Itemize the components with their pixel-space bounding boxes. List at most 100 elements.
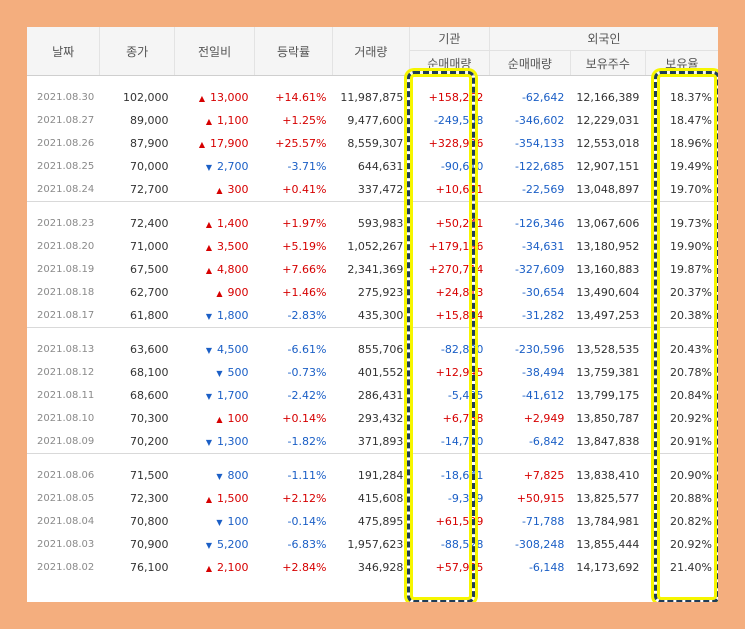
cell-volume: 415,608 [357, 492, 404, 505]
cell-close: 70,900 [130, 538, 169, 551]
cell-frn-hold: 13,160,883 [576, 263, 640, 276]
cell-volume: 9,477,600 [347, 114, 404, 127]
cell-frn-ratio: 20.92% [670, 412, 712, 425]
cell-frn-net: -62,642 [521, 91, 565, 104]
cell-close: 63,600 [130, 343, 169, 356]
cell-frn-ratio: 20.37% [670, 286, 712, 299]
cell-rate: -6.83% [287, 538, 327, 551]
table-row: 2021.08.12 68,100 ▼ 500 -0.73% 401,552 +12,945… [27, 361, 718, 384]
group-separator [27, 327, 718, 328]
triangle-down-icon: ▼ [216, 369, 223, 378]
cell-rate: -0.73% [287, 366, 327, 379]
cell-date: 2021.08.09 [37, 436, 95, 447]
diff-value: 1,100 [217, 114, 249, 127]
cell-frn-net: +50,915 [516, 492, 565, 505]
cell-close: 89,000 [130, 114, 169, 127]
triangle-up-icon: ▲ [205, 220, 213, 229]
cell-close: 76,100 [130, 561, 169, 574]
cell-rate: -2.42% [287, 389, 327, 402]
table-row: 2021.08.24 72,700 ▲ 300 +0.41% 337,472 +10,651… [27, 178, 718, 202]
cell-diff: ▲ 2,100 [175, 556, 255, 579]
cell-frn-hold: 12,166,389 [576, 91, 640, 104]
cell-frn-hold: 13,759,381 [576, 366, 640, 379]
triangle-down-icon: ▼ [216, 518, 223, 527]
diff-value: 1,500 [217, 492, 249, 505]
cell-frn-hold: 13,497,253 [576, 309, 640, 322]
cell-frn-ratio: 19.49% [670, 160, 712, 173]
cell-date: 2021.08.05 [37, 493, 95, 504]
cell-frn-hold: 13,067,606 [576, 217, 640, 230]
diff-value: 100 [227, 515, 249, 528]
gap-cell [27, 454, 718, 464]
cell-diff: ▲ 1,100 [175, 109, 255, 132]
cell-inst-net: -5,425 [447, 389, 484, 402]
cell-volume: 2,341,369 [347, 263, 404, 276]
table-row: 2021.08.13 63,600 ▼ 4,500 -6.61% 855,706 -82,8… [27, 338, 718, 361]
cell-frn-ratio: 20.82% [670, 515, 712, 528]
cell-inst-net: +328,986 [428, 137, 484, 150]
cell-diff: ▼ 1,800 [175, 304, 255, 328]
cell-frn-hold: 13,048,897 [576, 183, 640, 196]
cell-diff: ▲ 1,500 [175, 487, 255, 510]
table-row: 2021.08.09 70,200 ▼ 1,300 -1.82% 371,893 -14,7… [27, 430, 718, 454]
diff-value: 2,100 [217, 561, 249, 574]
cell-frn-net: -308,248 [514, 538, 565, 551]
gap-cell [27, 76, 718, 87]
group-separator [27, 201, 718, 202]
cell-volume: 8,559,307 [347, 137, 404, 150]
cell-frn-hold: 13,847,838 [576, 435, 640, 448]
cell-inst-net: -88,528 [440, 538, 484, 551]
diff-value: 1,400 [217, 217, 249, 230]
cell-frn-ratio: 19.90% [670, 240, 712, 253]
cell-inst-net: -90,610 [440, 160, 484, 173]
cell-close: 70,000 [130, 160, 169, 173]
cell-rate: +7.66% [282, 263, 327, 276]
cell-volume: 346,928 [357, 561, 404, 574]
cell-frn-net: -6,148 [528, 561, 565, 574]
cell-volume: 1,052,267 [347, 240, 404, 253]
cell-inst-net: +179,196 [428, 240, 484, 253]
table-row: 2021.08.19 67,500 ▲ 4,800 +7.66% 2,341,369 +27… [27, 258, 718, 281]
cell-rate: +1.97% [282, 217, 327, 230]
cell-volume: 435,300 [357, 309, 404, 322]
cell-diff: ▲ 17,900 [175, 132, 255, 155]
cell-close: 72,400 [130, 217, 169, 230]
cell-rate: -3.71% [287, 160, 327, 173]
cell-frn-ratio: 20.92% [670, 538, 712, 551]
cell-date: 2021.08.19 [37, 264, 95, 275]
cell-diff: ▲ 1,400 [175, 212, 255, 235]
cell-diff: ▲ 3,500 [175, 235, 255, 258]
diff-value: 100 [227, 412, 249, 425]
cell-close: 72,300 [130, 492, 169, 505]
header-frn-net: 순매매량 [489, 50, 571, 76]
group-separator [27, 453, 718, 454]
cell-rate: +1.46% [282, 286, 327, 299]
cell-rate: -0.14% [287, 515, 327, 528]
cell-inst-net: -249,588 [433, 114, 484, 127]
header-rate: 등락률 [254, 27, 333, 76]
cell-date: 2021.08.25 [37, 161, 95, 172]
cell-diff: ▼ 1,300 [175, 430, 255, 454]
triangle-up-icon: ▲ [205, 564, 213, 573]
cell-frn-hold: 12,553,018 [576, 137, 640, 150]
cell-frn-net: -31,282 [521, 309, 565, 322]
cell-date: 2021.08.11 [37, 390, 95, 401]
cell-close: 71,000 [130, 240, 169, 253]
triangle-down-icon: ▼ [205, 438, 213, 447]
cell-close: 87,900 [130, 137, 169, 150]
header-volume: 거래량 [332, 27, 410, 76]
cell-frn-hold: 13,799,175 [576, 389, 640, 402]
cell-rate: +5.19% [282, 240, 327, 253]
cell-frn-hold: 13,180,952 [576, 240, 640, 253]
triangle-up-icon: ▲ [216, 289, 223, 298]
diff-value: 900 [227, 286, 249, 299]
cell-frn-ratio: 20.84% [670, 389, 712, 402]
table-row: 2021.08.03 70,900 ▼ 5,200 -6.83% 1,957,623 -88… [27, 533, 718, 556]
cell-close: 68,100 [130, 366, 169, 379]
header-frn-hold: 보유주수 [570, 50, 646, 76]
cell-rate: -6.61% [287, 343, 327, 356]
cell-volume: 337,472 [357, 183, 404, 196]
table-row: 2021.08.17 61,800 ▼ 1,800 -2.83% 435,300 +15,8… [27, 304, 718, 328]
cell-frn-net: -327,609 [514, 263, 565, 276]
cell-frn-ratio: 18.47% [670, 114, 712, 127]
